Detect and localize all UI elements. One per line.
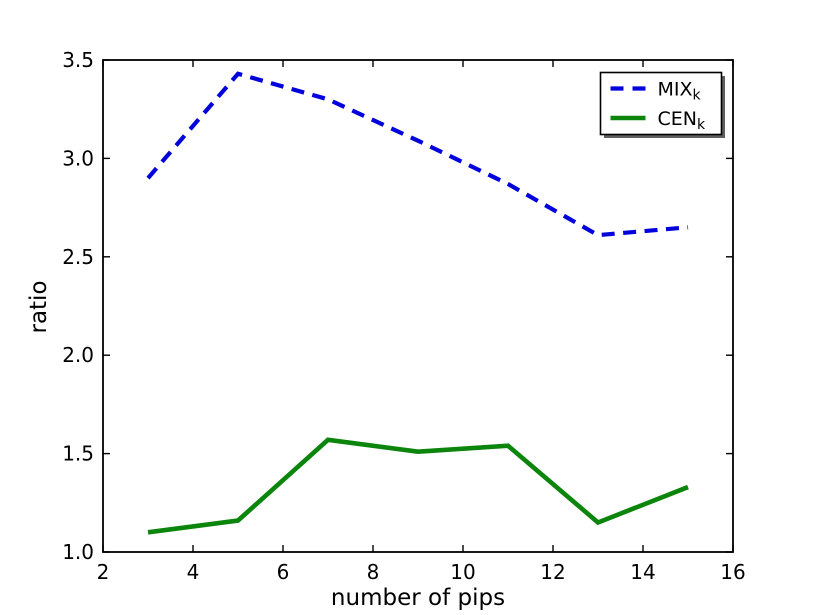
y-tick-label: 1.0 (62, 540, 94, 564)
y-tick-label: 2.5 (62, 245, 94, 269)
x-tick-label: 12 (540, 560, 565, 584)
y-tick-label: 3.5 (62, 48, 94, 72)
axes-frame (102, 59, 734, 553)
legend-box (599, 71, 723, 136)
y-tick-label: 2.0 (62, 343, 94, 367)
series-line-cen (147, 437, 689, 535)
x-tick-label: 16 (720, 560, 745, 584)
y-tick-label: 3.0 (62, 146, 94, 170)
series-line-mix (146, 71, 689, 238)
legend: MIXk CENk (599, 71, 723, 136)
y-tick-label: 1.5 (62, 442, 94, 466)
legend-label-mix: MIXk (658, 79, 702, 104)
x-tick-label: 6 (277, 560, 290, 584)
x-axis-label: number of pips (331, 585, 505, 611)
x-tick-label: 4 (187, 560, 200, 584)
legend-label-cen: CENk (658, 108, 706, 133)
x-tick-label: 2 (97, 560, 110, 584)
y-axis-label: ratio (26, 280, 52, 333)
x-tick-label: 14 (630, 560, 655, 584)
x-tick-label: 8 (367, 560, 380, 584)
x-tick-label: 10 (450, 560, 475, 584)
